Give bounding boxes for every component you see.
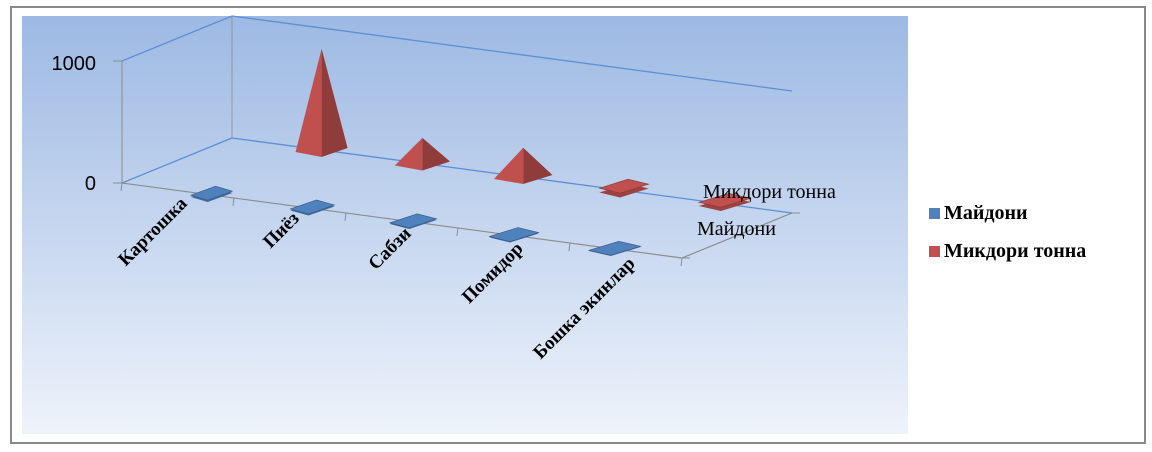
pyramid-back-2: [394, 137, 450, 171]
pyramid-back-2-face-right: [422, 137, 450, 171]
gridline: [231, 15, 793, 92]
pyramid-back-4-top: [598, 178, 650, 194]
depth-tick-label: Майдони: [697, 218, 776, 240]
pyramid-front-2: [289, 199, 336, 216]
pyramid-front-5: [587, 240, 642, 256]
pyramid-back-5: [697, 192, 752, 211]
pyramid-back-5-top: [697, 192, 752, 208]
legend-item-series-1: Майдони: [929, 200, 1086, 226]
pyramid-back-1-face-right: [321, 48, 348, 158]
plot-background: [22, 16, 908, 434]
legend-label: Майдони: [944, 201, 1028, 224]
pyramid-back-4: [598, 178, 650, 198]
pyramid-back-1-face-left: [295, 48, 322, 158]
gridline: [121, 15, 233, 62]
x-tick: [232, 197, 235, 207]
legend-item-series-2: Микдори тонна: [929, 238, 1086, 264]
pyramid-front-4: [488, 227, 540, 243]
legend-swatch: [929, 207, 940, 219]
x-tick: [680, 257, 683, 267]
pyramid-front-1-top: [189, 185, 234, 201]
legend: Майдони Микдори тонна: [929, 200, 1086, 276]
pyramid-back-3: [494, 147, 553, 184]
pyramid-front-5-top: [587, 240, 642, 256]
y-tick-label: 0: [85, 173, 96, 195]
pyramid-front-2-top: [289, 199, 336, 215]
x-tick: [120, 182, 123, 192]
pyramid-back-1: [295, 48, 348, 158]
pyramid-front-3-top: [388, 213, 438, 229]
pyramid-back-3-face-right: [523, 147, 553, 184]
y-tick-label: 1000: [52, 53, 97, 75]
pyramid-front-3: [388, 213, 438, 229]
pyramid-back-2-face-left: [394, 137, 423, 171]
x-tick: [568, 242, 571, 252]
depth-tick-label: Микдори тонна: [703, 181, 836, 203]
pyramid-front-4-top: [488, 227, 540, 242]
legend-swatch: [929, 245, 940, 257]
x-tick: [344, 212, 347, 222]
gridline: [121, 137, 233, 184]
legend-label: Микдори тонна: [944, 239, 1087, 262]
pyramid-back-3-face-left: [494, 147, 524, 184]
x-tick: [456, 227, 459, 237]
pyramid-front-1: [189, 185, 234, 202]
